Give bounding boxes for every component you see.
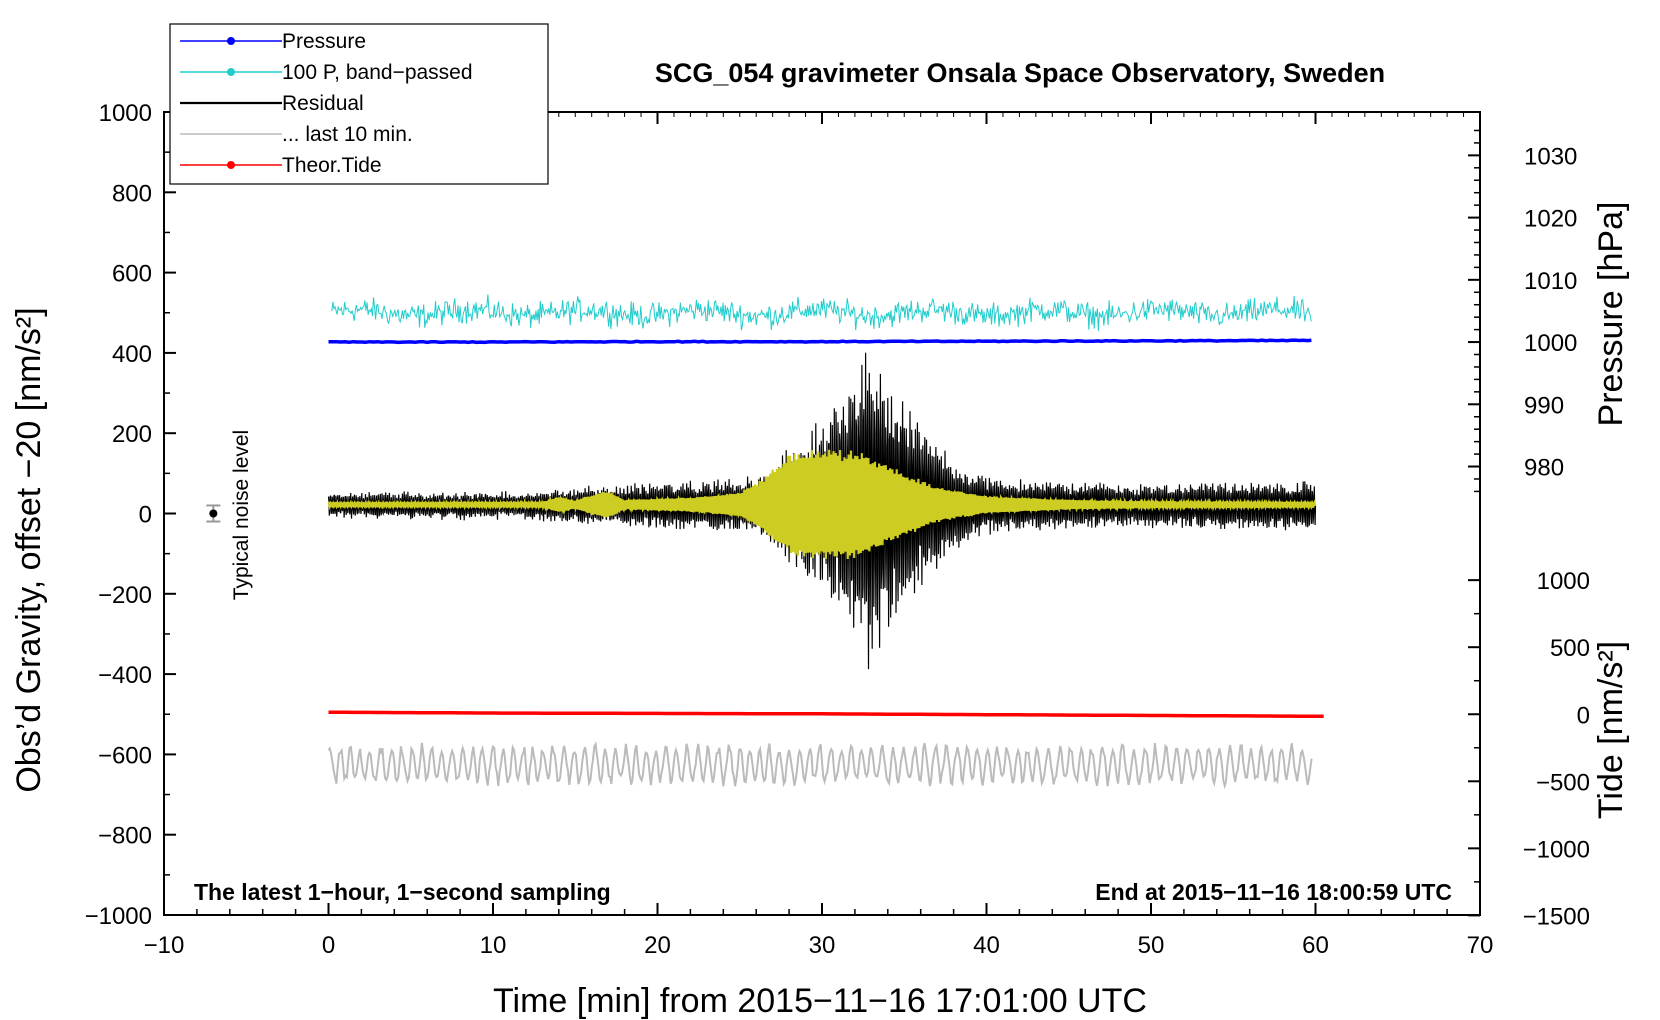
x-tick-label: 60 — [1302, 932, 1329, 959]
y-left-tick-label: 400 — [112, 341, 152, 368]
bottom-left-note: The latest 1−hour, 1−second sampling — [194, 879, 611, 905]
tide-tick-label: −1500 — [1523, 903, 1590, 930]
y-left-tick-label: −1000 — [85, 903, 152, 930]
x-tick-label: 30 — [809, 932, 836, 959]
pressure-tick-label: 980 — [1524, 455, 1564, 482]
y-left-tick-label: 1000 — [99, 100, 152, 127]
series-bandpassed-pressure-line — [331, 294, 1312, 331]
x-tick-label: 40 — [973, 932, 1000, 959]
y-left-tick-label: 800 — [112, 180, 152, 207]
x-tick-label: 20 — [644, 932, 671, 959]
y-axis-title-left: Obs’d Gravity, offset −20 [nm/s²] — [10, 307, 48, 792]
tide-tick-label: −500 — [1536, 769, 1590, 796]
legend: Pressure 100 P, band−passed Residual ... la… — [169, 23, 549, 185]
tide-tick-label: 0 — [1577, 702, 1590, 729]
legend-marker — [227, 161, 235, 169]
legend-marker — [227, 37, 235, 45]
y-left-tick-label: 200 — [112, 421, 152, 448]
series-layer — [206, 294, 1324, 790]
y-left-tick-label: −200 — [98, 582, 152, 609]
y-left-tick-label: −600 — [98, 742, 152, 769]
x-tick-label: 70 — [1467, 932, 1494, 959]
legend-marker — [227, 68, 235, 76]
x-tick-label: −10 — [144, 932, 185, 959]
tide-tick-label: 500 — [1550, 635, 1590, 662]
noise-point — [209, 509, 218, 518]
series-pressure-line — [328, 338, 1312, 345]
pressure-tick-label: 1020 — [1524, 206, 1577, 233]
x-axis-title: Time [min] from 2015−11−16 17:01:00 UTC — [493, 982, 1147, 1020]
legend-label: 100 P, band−passed — [282, 61, 473, 84]
pressure-tick-label: 1010 — [1524, 268, 1577, 295]
series-residual-filtered-line — [327, 449, 1317, 560]
chart-title: SCG_054 gravimeter Onsala Space Observat… — [655, 58, 1385, 88]
x-tick-label: 0 — [322, 932, 335, 959]
series-tide-line — [328, 710, 1324, 719]
y-axis-title-tide: Tide [nm/s²] — [1592, 641, 1630, 819]
bottom-right-note: End at 2015−11−16 18:00:59 UTC — [1095, 879, 1452, 905]
noise-level-label: Typical noise level — [230, 430, 253, 600]
pressure-tick-label: 1030 — [1524, 143, 1577, 170]
tide-tick-label: 1000 — [1537, 568, 1590, 595]
pressure-tick-label: 1000 — [1524, 330, 1577, 357]
series-last-10-min-line — [327, 741, 1313, 790]
legend-label: Pressure — [282, 30, 366, 53]
y-left-tick-label: −400 — [98, 662, 152, 689]
y-axis-title-pressure: Pressure [hPa] — [1592, 202, 1630, 427]
legend-label: ... last 10 min. — [282, 123, 413, 146]
pressure-tick-label: 990 — [1524, 392, 1564, 419]
x-tick-label: 10 — [480, 932, 507, 959]
x-tick-label: 50 — [1138, 932, 1165, 959]
y-left-tick-label: 0 — [139, 502, 152, 529]
tide-tick-label: −1000 — [1523, 836, 1590, 863]
y-left-tick-label: 600 — [112, 261, 152, 288]
y-left-tick-label: −800 — [98, 823, 152, 850]
legend-label: Theor.Tide — [282, 154, 382, 177]
axes-layer: −10 0 10 20 30 40 50 60 7010008006004002000−200−… — [85, 100, 1590, 959]
legend-label: Residual — [282, 92, 364, 115]
